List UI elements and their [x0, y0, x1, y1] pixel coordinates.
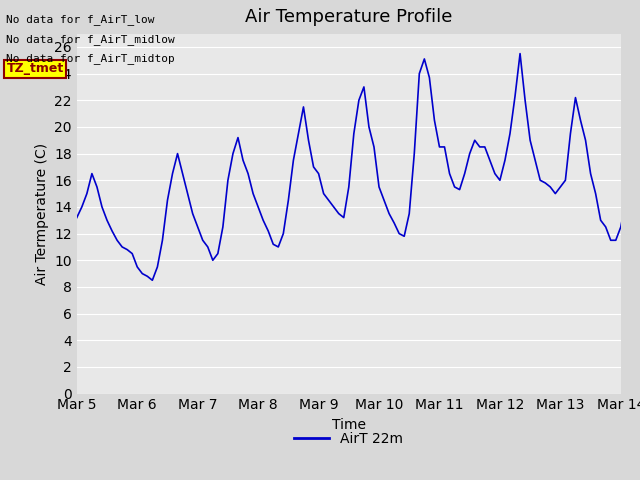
- Text: No data for f_AirT_midlow: No data for f_AirT_midlow: [6, 34, 175, 45]
- Title: Air Temperature Profile: Air Temperature Profile: [245, 9, 452, 26]
- Y-axis label: Air Termperature (C): Air Termperature (C): [35, 143, 49, 285]
- X-axis label: Time: Time: [332, 418, 366, 432]
- Text: TZ_tmet: TZ_tmet: [6, 62, 63, 75]
- Text: No data for f_AirT_low: No data for f_AirT_low: [6, 14, 155, 25]
- Text: No data for f_AirT_midtop: No data for f_AirT_midtop: [6, 53, 175, 64]
- Legend: AirT 22m: AirT 22m: [289, 426, 409, 452]
